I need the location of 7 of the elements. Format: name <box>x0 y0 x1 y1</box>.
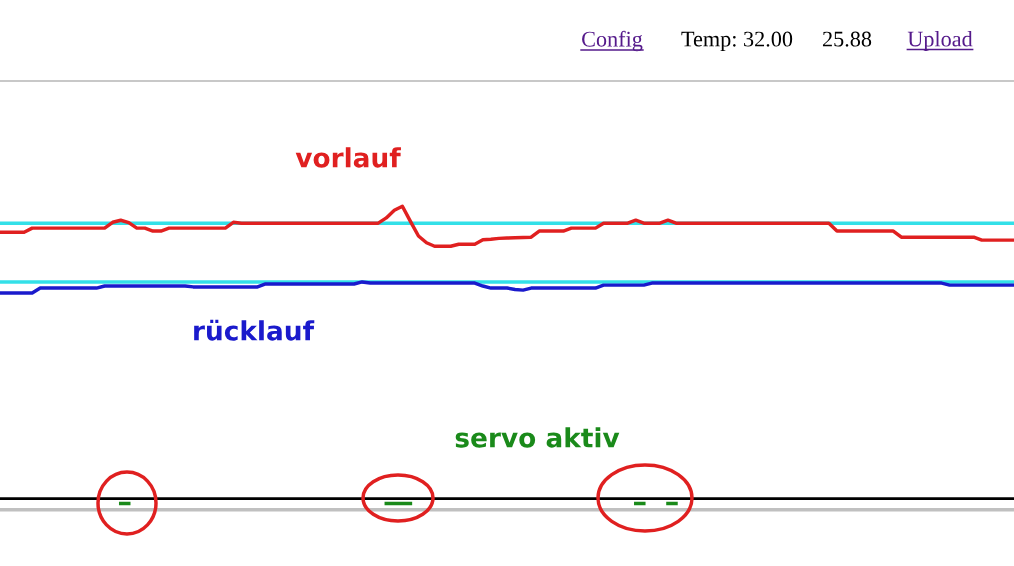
text: Config <box>582 30 643 52</box>
text: 25.88 <box>822 31 872 47</box>
series-label: vorlauf <box>295 147 401 168</box>
text: servo aktiv <box>455 427 620 448</box>
text: Upload <box>907 30 973 52</box>
text: Temp: 32.00 <box>681 31 793 52</box>
series-label: rücklauf <box>194 319 315 341</box>
